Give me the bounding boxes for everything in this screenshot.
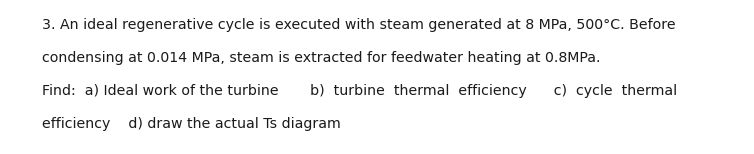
Text: 3. An ideal regenerative cycle is executed with steam generated at 8 MPa, 500°C.: 3. An ideal regenerative cycle is execut…	[42, 18, 676, 32]
Text: Find:  a) Ideal work of the turbine       b)  turbine  thermal  efficiency      : Find: a) Ideal work of the turbine b) tu…	[42, 84, 677, 98]
Text: efficiency    d) draw the actual Ts diagram: efficiency d) draw the actual Ts diagram	[42, 117, 341, 131]
Text: condensing at 0.014 MPa, steam is extracted for feedwater heating at 0.8MPa.: condensing at 0.014 MPa, steam is extrac…	[42, 51, 600, 65]
